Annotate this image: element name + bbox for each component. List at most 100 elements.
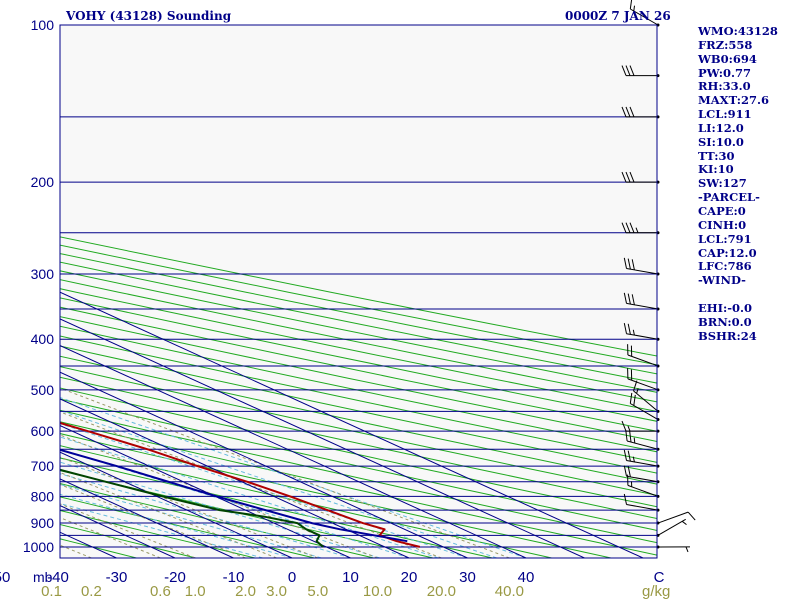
temperature-tick-label: -30 (106, 569, 128, 586)
mixing-ratio-line (60, 517, 161, 558)
wind-barb (629, 392, 660, 422)
mixing-ratio-tick-label: 10.0 (363, 583, 392, 600)
axis-labels: 1002003004005006007008009001000mb-50-40-… (0, 17, 670, 600)
stat-line: BSHR:24 (698, 328, 757, 343)
mixing-ratio-tick-label: 3.0 (266, 583, 287, 600)
mixing-ratio-line (60, 503, 196, 558)
dry-adiabat (60, 335, 657, 463)
temperature-unit-label: C (654, 569, 665, 586)
mixing-ratio-tick-label: 40.0 (495, 583, 524, 600)
plot-frame (59, 24, 658, 559)
moist-adiabat (60, 483, 322, 558)
isotherm-line (60, 425, 351, 558)
stat-line: MAXT:27.6 (698, 93, 769, 108)
mixing-ratio-tick-label: 5.0 (307, 583, 328, 600)
temperature-tick-label: -40 (47, 569, 69, 586)
sounding-profiles (60, 421, 421, 548)
temperature-profile (60, 421, 421, 548)
dry-adiabat (60, 366, 657, 496)
temperature-tick-label: 40 (518, 569, 535, 586)
observation-time: 0000Z 7 JAN 26 (565, 9, 671, 23)
wind-barb (621, 106, 660, 119)
dry-adiabat (60, 433, 612, 558)
isotherm-line (60, 318, 585, 558)
pressure-unit-label: mb (33, 569, 53, 585)
dry-adiabat (60, 421, 657, 556)
stat-line: CAP:12.0 (698, 245, 757, 260)
moist-adiabat (60, 410, 497, 558)
stat-line: LCL:911 (698, 107, 752, 122)
sounding-indices-panel: WMO:43128 FRZ:558 WB0:694 PW:0.77 RH:33.0 MAX… (698, 24, 778, 343)
dry-adiabat (60, 457, 493, 558)
pressure-tick-label: 600 (31, 423, 55, 439)
stat-line: TT:30 (698, 148, 735, 163)
temperature-tick-label: -10 (223, 569, 245, 586)
dry-adiabat (60, 236, 657, 357)
dry-adiabat (60, 509, 256, 558)
moist-adiabat (60, 461, 380, 558)
mixing-ratio-tick-label: 0.2 (81, 583, 102, 600)
isobars (60, 25, 657, 548)
station-title: VOHY (43128) Sounding (66, 9, 232, 23)
mixing-ratio-tick-label: 0.1 (41, 583, 62, 600)
stat-line: CINH:0 (698, 217, 747, 232)
dry-adiabat (60, 483, 374, 558)
dry-adiabat (60, 470, 434, 558)
dry-adiabat (60, 355, 657, 485)
stat-line: LFC:786 (698, 259, 752, 274)
mixing-ratio-tick-label: 2.0 (235, 583, 256, 600)
stat-line: -WIND- (698, 273, 746, 288)
isotherm-line (60, 451, 293, 558)
isotherm-line (60, 345, 527, 558)
moist-adiabat (60, 397, 527, 558)
temperature-tick-label: 10 (342, 569, 359, 586)
pressure-tick-label: 100 (31, 17, 55, 33)
dry-adiabat (60, 316, 657, 442)
temperature-tick-label: 0 (288, 569, 296, 586)
pressure-tick-label: 200 (31, 174, 55, 190)
stat-line: PW:0.77 (698, 65, 752, 80)
pressure-tick-label: 500 (31, 382, 55, 398)
wind-barb (623, 449, 660, 468)
mixing-ratio-tick-label: 20.0 (427, 583, 456, 600)
stat-line: EHI:-0.0 (698, 300, 753, 315)
wind-barb (656, 545, 691, 553)
dry-adiabat (60, 398, 657, 531)
stat-line: -PARCEL- (698, 190, 760, 205)
pressure-tick-label: 700 (31, 458, 55, 474)
mixing-ratio-unit-label: g/kg (642, 583, 670, 600)
moist-adiabat (60, 493, 293, 558)
mixing-ratio-line (60, 483, 246, 558)
stat-line: RH:33.0 (698, 79, 751, 94)
dry-adiabat (60, 376, 657, 508)
stat-line: BRN:0.0 (698, 314, 752, 329)
stat-line: FRZ:558 (698, 37, 753, 52)
moist-adiabat (60, 473, 351, 558)
isotherm-line (0, 25, 58, 558)
wind-barb (656, 511, 696, 525)
dry-adiabat (60, 496, 315, 558)
parcel-profile (60, 448, 408, 543)
isotherms (0, 25, 644, 558)
dewpoint-profile (60, 468, 324, 548)
stat-line: LI:12.0 (698, 120, 744, 135)
wind-barb (621, 65, 660, 78)
stat-line: LCL:791 (698, 231, 752, 246)
pressure-tick-label: 1000 (23, 539, 54, 555)
temperature-tick-label: -20 (164, 569, 186, 586)
stat-line: WMO:43128 (698, 24, 778, 38)
stat-line: CAPE:0 (698, 203, 746, 218)
mixing-ratio-tick-label: 0.6 (150, 583, 171, 600)
stat-line: SI:10.0 (698, 134, 744, 149)
temperature-tick-label: -50 (0, 569, 10, 586)
wind-barb (621, 171, 660, 184)
pressure-tick-label: 800 (31, 488, 55, 504)
dry-adiabat (60, 325, 657, 453)
mixing-ratio-tick-label: 1.0 (185, 583, 206, 600)
stat-line: KI:10 (698, 162, 734, 177)
temperature-tick-label: 30 (459, 569, 476, 586)
dry-adiabat (60, 345, 657, 474)
isotherm-line (60, 371, 468, 558)
stat-line: SW:127 (698, 176, 747, 191)
